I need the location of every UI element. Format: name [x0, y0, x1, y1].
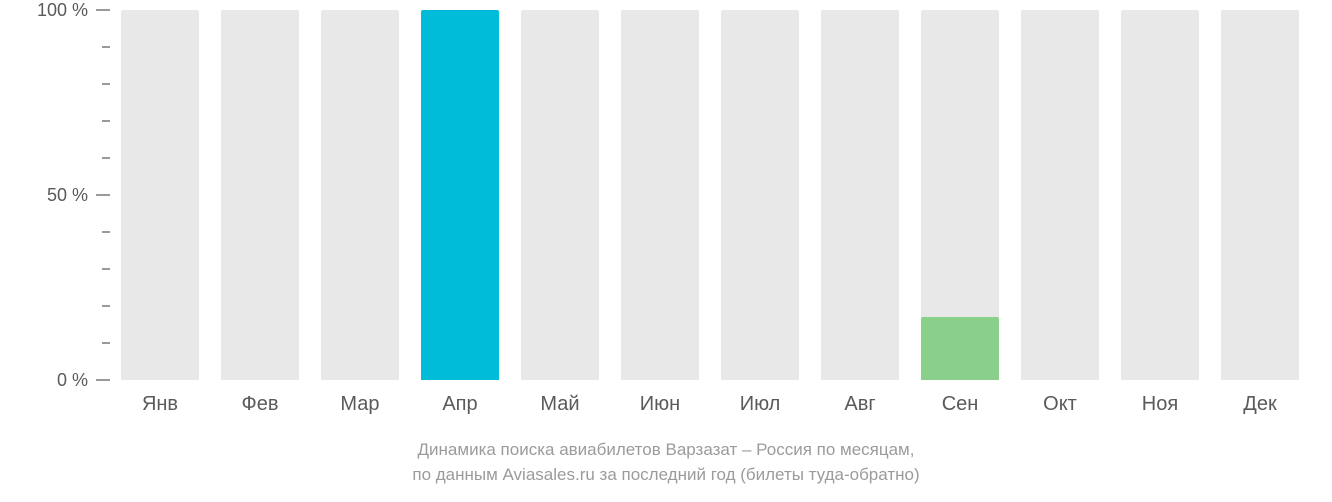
- bars-group: [110, 10, 1310, 380]
- bar-wrap: [1121, 10, 1199, 380]
- bar-wrap: [321, 10, 399, 380]
- y-tick-minor: [102, 83, 110, 85]
- x-axis-label: Июн: [610, 385, 710, 416]
- chart-container: 0 %50 %100 % ЯнвФевМарАпрМайИюнИюлАвгСен…: [0, 0, 1332, 502]
- y-tick-minor: [102, 157, 110, 159]
- bar-slot: [1010, 10, 1110, 380]
- y-tick-mark: [96, 194, 110, 196]
- x-axis-label: Сен: [910, 385, 1010, 416]
- y-tick-label: 100 %: [37, 0, 88, 21]
- caption-line-2: по данным Aviasales.ru за последний год …: [0, 463, 1332, 488]
- bar-background: [1221, 10, 1299, 380]
- bar-background: [121, 10, 199, 380]
- x-axis-label: Окт: [1010, 385, 1110, 416]
- y-tick-label: 0 %: [57, 370, 88, 391]
- bar-slot: [510, 10, 610, 380]
- y-tick-minor: [102, 268, 110, 270]
- x-axis-label: Мар: [310, 385, 410, 416]
- y-tick-label: 50 %: [47, 185, 88, 206]
- bar-slot: [210, 10, 310, 380]
- x-axis-label: Июл: [710, 385, 810, 416]
- bar-background: [321, 10, 399, 380]
- bar-slot: [1210, 10, 1310, 380]
- y-tick-mark: [96, 379, 110, 381]
- x-axis-label: Май: [510, 385, 610, 416]
- bar-background: [621, 10, 699, 380]
- bar-slot: [710, 10, 810, 380]
- bar-slot: [310, 10, 410, 380]
- bar-slot: [910, 10, 1010, 380]
- x-axis-label: Дек: [1210, 385, 1310, 416]
- chart-caption: Динамика поиска авиабилетов Варзазат – Р…: [0, 438, 1332, 487]
- bar-wrap: [921, 10, 999, 380]
- x-axis-label: Апр: [410, 385, 510, 416]
- bar-wrap: [521, 10, 599, 380]
- bar-wrap: [121, 10, 199, 380]
- x-axis-label: Янв: [110, 385, 210, 416]
- y-tick-minor: [102, 342, 110, 344]
- x-axis-label: Ноя: [1110, 385, 1210, 416]
- bar-wrap: [421, 10, 499, 380]
- bar-wrap: [221, 10, 299, 380]
- bar-wrap: [621, 10, 699, 380]
- x-axis-label: Фев: [210, 385, 310, 416]
- bar-slot: [410, 10, 510, 380]
- bar-slot: [610, 10, 710, 380]
- caption-line-1: Динамика поиска авиабилетов Варзазат – Р…: [0, 438, 1332, 463]
- y-tick-minor: [102, 46, 110, 48]
- bar-background: [821, 10, 899, 380]
- bar-wrap: [1221, 10, 1299, 380]
- bar-slot: [1110, 10, 1210, 380]
- y-tick-minor: [102, 231, 110, 233]
- bar-wrap: [721, 10, 799, 380]
- bar-background: [521, 10, 599, 380]
- y-tick-minor: [102, 305, 110, 307]
- bar-background: [1121, 10, 1199, 380]
- bar-slot: [810, 10, 910, 380]
- bar-background: [1021, 10, 1099, 380]
- y-tick-mark: [96, 9, 110, 11]
- bar-slot: [110, 10, 210, 380]
- bar-wrap: [821, 10, 899, 380]
- bar-wrap: [1021, 10, 1099, 380]
- x-axis-label: Авг: [810, 385, 910, 416]
- bar-background: [221, 10, 299, 380]
- bar-background: [721, 10, 799, 380]
- y-tick-minor: [102, 120, 110, 122]
- x-axis: ЯнвФевМарАпрМайИюнИюлАвгСенОктНояДек: [110, 385, 1310, 416]
- bar-value: [921, 317, 999, 380]
- y-axis: 0 %50 %100 %: [0, 10, 110, 380]
- plot-area: [110, 10, 1310, 380]
- bar-background: [421, 10, 499, 380]
